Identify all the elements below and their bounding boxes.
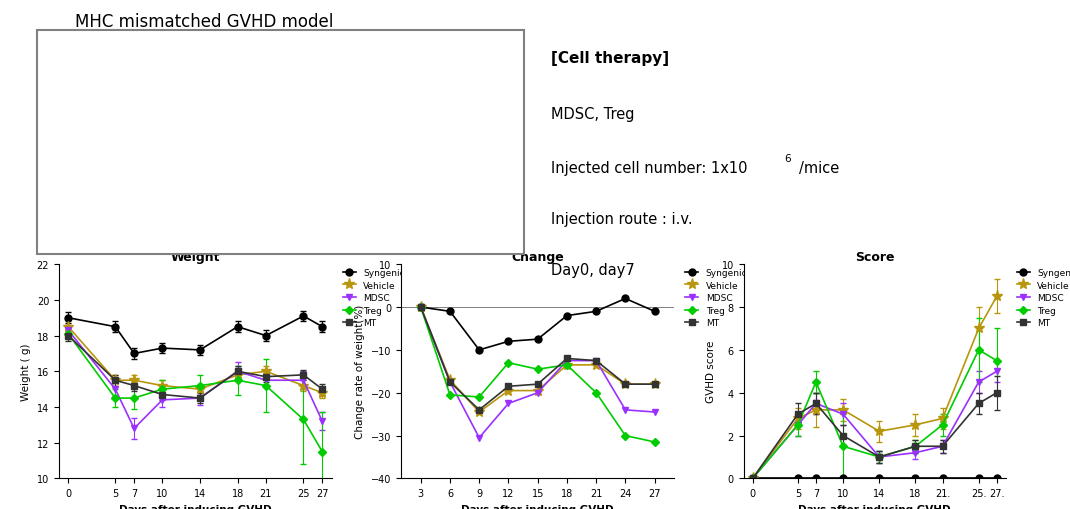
Ellipse shape [178,129,210,156]
Y-axis label: Weight ( g): Weight ( g) [21,343,31,400]
Y-axis label: Change rate of weight(%): Change rate of weight(%) [355,304,366,439]
Ellipse shape [447,92,474,103]
Text: /mice: /mice [799,160,840,175]
Text: (H2b): (H2b) [86,62,117,72]
Text: (H2d): (H2d) [411,143,443,153]
Ellipse shape [391,94,463,119]
Text: i.v., day0: i.v., day0 [273,118,323,128]
Ellipse shape [52,97,129,121]
Legend: Syngenic, Vehicle, MDSC, Treg, MT: Syngenic, Vehicle, MDSC, Treg, MT [1013,265,1070,331]
Legend: Syngenic, Vehicle, MDSC, Treg, MT: Syngenic, Vehicle, MDSC, Treg, MT [682,265,751,331]
Ellipse shape [111,87,124,93]
Y-axis label: GVHD score: GVHD score [706,341,716,403]
Text: 🦴: 🦴 [183,58,194,75]
Text: Injection route : i.v.: Injection route : i.v. [551,211,692,226]
Title: Score: Score [855,250,895,264]
Ellipse shape [445,86,457,91]
Ellipse shape [113,94,142,106]
Text: C57BL/6: C57BL/6 [77,48,124,59]
Text: Day0, day7: Day0, day7 [551,262,635,277]
Text: MHC mismatched GVHD model: MHC mismatched GVHD model [75,13,333,31]
Text: Balb/c: Balb/c [410,129,444,139]
Title: Weight: Weight [170,250,220,264]
Title: Change: Change [511,250,564,264]
X-axis label: Days after inducing GVHD: Days after inducing GVHD [119,504,272,509]
Text: 6: 6 [784,154,791,164]
Text: MDSC, Treg: MDSC, Treg [551,107,635,122]
Text: Injected cell number: 1x10: Injected cell number: 1x10 [551,160,748,175]
X-axis label: Days after inducing GVHD: Days after inducing GVHD [461,504,614,509]
Legend: Syngenic, Vehicle, MDSC, Treg, MT: Syngenic, Vehicle, MDSC, Treg, MT [339,265,409,331]
Text: irradiation: irradiation [338,60,409,73]
X-axis label: Days after inducing GVHD: Days after inducing GVHD [798,504,951,509]
Text: 700CGy: 700CGy [348,46,399,59]
Text: [Cell therapy]: [Cell therapy] [551,51,669,66]
